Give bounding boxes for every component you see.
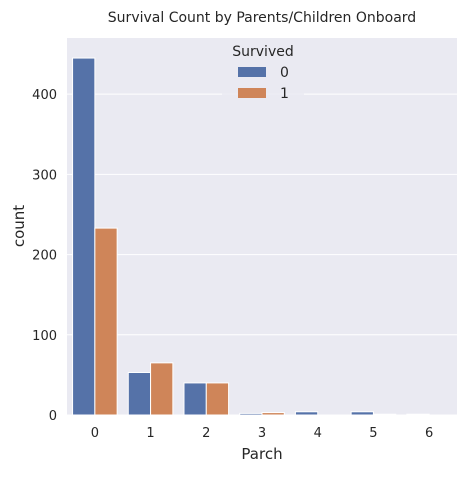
x-tick-label: 5 xyxy=(369,426,377,441)
bar-series-1-parch-0 xyxy=(94,227,118,416)
chart-title: Survival Count by Parents/Children Onboa… xyxy=(108,10,416,26)
legend-label-series-0: 0 xyxy=(280,65,289,81)
x-tick-label: 0 xyxy=(91,426,99,441)
x-tick-label: 6 xyxy=(425,426,433,441)
legend-swatch-series-1 xyxy=(238,88,266,98)
y-tick-label: 0 xyxy=(49,409,57,424)
bar-series-1-parch-5 xyxy=(372,413,397,416)
bar-series-0-parch-6 xyxy=(406,413,430,416)
y-tick-label: 400 xyxy=(32,88,57,103)
legend-label-series-1: 1 xyxy=(280,86,289,102)
y-axis-label: count xyxy=(10,205,28,247)
x-tick-label: 3 xyxy=(258,426,266,441)
x-tick-label: 2 xyxy=(202,426,210,441)
x-tick-label: 4 xyxy=(314,426,322,441)
bar-series-0-parch-0 xyxy=(72,57,96,416)
legend: Survived 0 1 xyxy=(222,38,304,108)
bar-series-0-parch-4 xyxy=(294,411,319,416)
y-tick-label: 200 xyxy=(32,249,57,264)
bar-series-0-parch-5 xyxy=(350,411,374,416)
bar-series-0-parch-2 xyxy=(183,382,207,416)
x-axis-label: Parch xyxy=(241,445,282,463)
x-tick-labels: 0 1 2 3 4 5 6 xyxy=(91,426,434,441)
bars xyxy=(72,57,430,416)
y-tick-labels: 0 100 200 300 400 xyxy=(32,88,57,424)
bar-series-0-parch-3 xyxy=(239,412,263,416)
bar-series-1-parch-1 xyxy=(150,362,174,416)
legend-title: Survived xyxy=(232,44,293,60)
bar-series-1-parch-3 xyxy=(261,412,285,416)
bar-series-1-parch-2 xyxy=(205,382,230,416)
legend-swatch-series-0 xyxy=(238,67,266,77)
y-tick-label: 300 xyxy=(32,168,57,183)
bar-series-0-parch-1 xyxy=(127,371,152,416)
y-tick-label: 100 xyxy=(32,329,57,344)
x-tick-label: 1 xyxy=(146,426,154,441)
